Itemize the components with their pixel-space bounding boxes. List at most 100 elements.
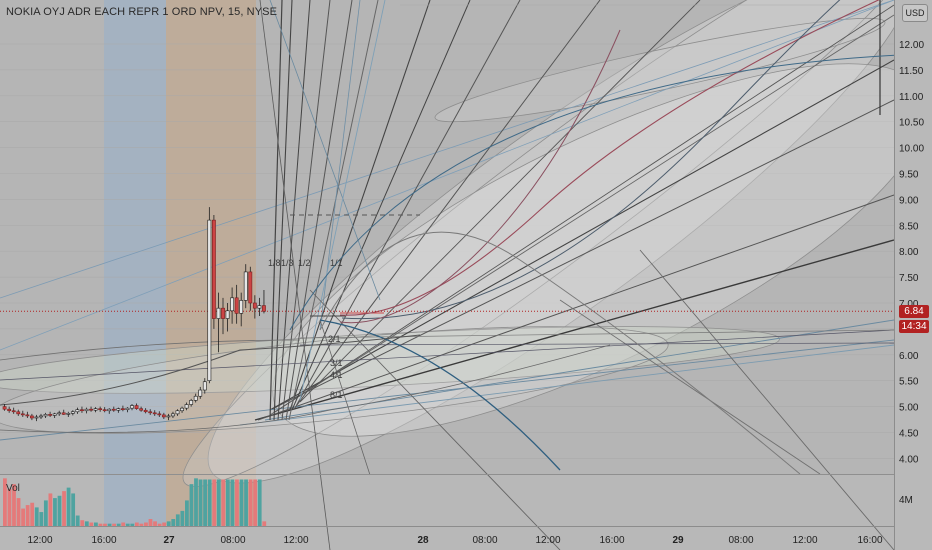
candle-body <box>57 412 62 415</box>
price-tick-label: 12.00 <box>899 40 924 51</box>
volume-bar <box>48 493 53 526</box>
volume-bar <box>134 522 139 526</box>
candle-body <box>2 406 7 410</box>
price-tick-label: 10.50 <box>899 118 924 129</box>
candle-body <box>84 408 89 412</box>
price-tick-label: 8.00 <box>899 247 919 258</box>
volume-bar <box>75 515 80 526</box>
price-tick-label: 4.00 <box>899 454 919 465</box>
fan-ratio-label: 2/1 <box>328 334 341 344</box>
candle-body <box>66 413 71 415</box>
candle-body <box>102 409 107 412</box>
drawing-ellipse <box>0 326 780 394</box>
volume-bar <box>212 479 217 526</box>
trend-line <box>0 339 895 441</box>
volume-bar <box>171 519 176 526</box>
price-tick-label: 5.00 <box>899 403 919 414</box>
candle-body <box>184 404 189 409</box>
volume-bar <box>153 521 157 526</box>
last-price-tag: 6.84 <box>899 305 929 318</box>
volume-bar <box>53 498 57 526</box>
candle-body <box>202 381 207 391</box>
drawing-curve <box>0 334 421 406</box>
time-tick-label: 16:00 <box>857 535 882 546</box>
candle-body <box>29 415 34 419</box>
candle-body <box>171 413 175 417</box>
volume-bar <box>30 502 35 526</box>
trend-line <box>259 0 331 550</box>
fan-ratio-label: 3/1 <box>330 358 343 368</box>
candle-body <box>11 410 16 413</box>
fan-ratio-label: 1/2 <box>298 258 311 268</box>
fan-ratio-label: 1/8 <box>268 258 281 268</box>
candle-body <box>207 219 212 381</box>
candle-body <box>248 271 253 304</box>
volume-bar <box>244 479 248 526</box>
candle-body <box>221 307 225 319</box>
time-tick-label: 12:00 <box>27 535 52 546</box>
volume-bar <box>239 479 244 526</box>
volume-bar <box>121 522 126 526</box>
candle-body <box>20 413 25 416</box>
trend-line <box>0 0 895 299</box>
volume-bar <box>21 508 25 526</box>
currency-button[interactable]: USD <box>902 4 928 22</box>
candle-body <box>234 297 239 314</box>
candle-body <box>157 413 162 416</box>
price-axis-background <box>894 0 932 550</box>
volume-bar <box>34 507 39 526</box>
candle-body <box>166 415 171 418</box>
volume-label: Vol <box>6 483 20 494</box>
candle-body <box>61 412 66 415</box>
volume-bar <box>262 521 267 526</box>
volume-bar <box>230 479 235 526</box>
price-tick-label: 11.50 <box>899 66 924 77</box>
time-tick-label: 08:00 <box>728 535 753 546</box>
volume-bar <box>162 522 167 526</box>
volume-bar <box>16 498 21 526</box>
volume-bar <box>198 479 203 526</box>
trend-line <box>0 329 895 381</box>
candle-body <box>230 297 235 312</box>
volume-bar <box>98 523 103 526</box>
price-tick-label: 8.50 <box>899 221 919 232</box>
price-tick-label: 10.00 <box>899 144 924 155</box>
trend-line <box>559 299 821 475</box>
volume-bar <box>157 523 162 526</box>
candle-body <box>134 405 139 409</box>
time-tick-label: 08:00 <box>220 535 245 546</box>
volume-scale-label: 4M <box>899 495 913 506</box>
trend-line <box>239 344 895 426</box>
trend-line <box>285 0 353 421</box>
drawing-curve <box>339 0 880 316</box>
symbol-title: NOKIA OYJ ADR EACH REPR 1 ORD NPV, 15, N… <box>6 6 278 18</box>
candle-body <box>116 408 121 411</box>
trend-line <box>639 249 895 550</box>
volume-bar <box>125 523 130 526</box>
volume-bar <box>112 523 116 526</box>
volume-bar <box>194 478 198 526</box>
volume-bar <box>43 500 48 526</box>
volume-bar <box>66 487 71 526</box>
candle-body <box>16 411 21 415</box>
volume-bar <box>84 521 89 526</box>
drawing-curve <box>319 319 561 471</box>
time-tick-label: 16:00 <box>91 535 116 546</box>
volume-bar <box>248 479 253 526</box>
trend-line <box>319 319 371 476</box>
trend-line <box>269 0 381 301</box>
trend-line <box>0 0 895 351</box>
session-band-premarket <box>104 0 166 525</box>
trend-line <box>254 239 895 421</box>
candle-body <box>43 414 48 417</box>
price-tick-label: 6.00 <box>899 351 919 362</box>
drawing-curve <box>0 344 611 433</box>
trend-line <box>299 0 701 403</box>
price-tick-label: 7.00 <box>899 299 919 310</box>
time-tick-label: 12:00 <box>283 535 308 546</box>
volume-bar <box>175 514 180 526</box>
volume-bar <box>203 479 207 526</box>
volume-bar <box>180 510 185 526</box>
